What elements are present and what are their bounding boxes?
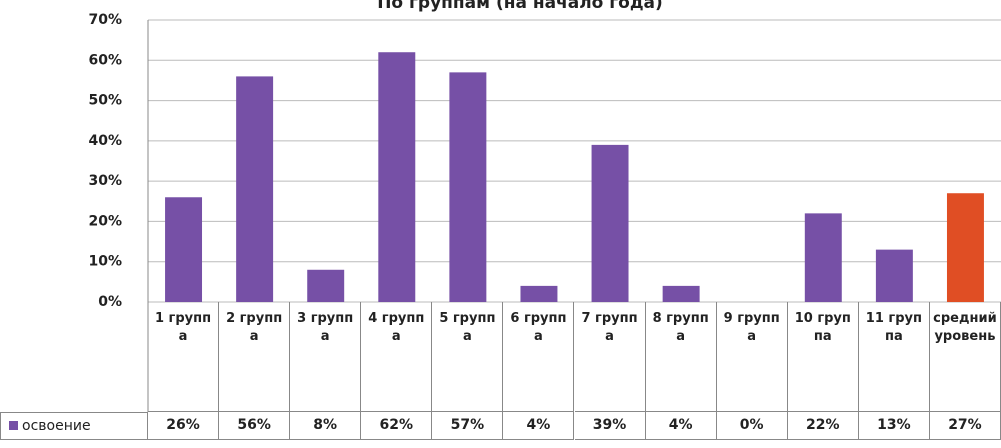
value-label: 0% <box>716 412 788 440</box>
category-label: 8 группа <box>645 302 717 412</box>
y-tick-label: 10% <box>88 254 122 270</box>
bar <box>236 76 274 303</box>
bar <box>804 213 842 302</box>
category-label: 10 группа <box>787 302 859 412</box>
bar <box>662 285 700 302</box>
bar <box>307 269 345 302</box>
legend-swatch <box>9 421 18 430</box>
value-label: 8% <box>290 412 362 440</box>
bar <box>946 193 984 302</box>
category-label: 3 группа <box>290 302 362 412</box>
chart-title: По группам (на начало года) <box>377 0 663 13</box>
value-label: 4% <box>503 412 575 440</box>
bar <box>449 72 487 302</box>
value-label: 57% <box>432 412 504 440</box>
category-label: 11 группа <box>858 302 930 412</box>
bar <box>378 52 416 302</box>
y-tick-label: 0% <box>98 294 122 310</box>
legend-label: освоение <box>22 418 91 434</box>
bar <box>875 249 913 302</box>
y-tick-label: 70% <box>88 12 122 28</box>
category-label: 9 группа <box>716 302 788 412</box>
category-label: 7 группа <box>574 302 646 412</box>
category-label: 1 группа <box>148 302 220 412</box>
bar <box>520 285 558 302</box>
category-label: 5 группа <box>432 302 504 412</box>
value-label: 62% <box>361 412 433 440</box>
y-tick-label: 50% <box>88 93 122 109</box>
bar <box>591 144 629 302</box>
y-tick-label: 20% <box>88 213 122 229</box>
value-label: 56% <box>219 412 291 440</box>
category-label: 2 группа <box>219 302 291 412</box>
category-label: средний уровень <box>929 302 1001 412</box>
y-tick-label: 40% <box>88 133 122 149</box>
category-label: 4 группа <box>361 302 433 412</box>
value-label: 22% <box>787 412 859 440</box>
value-label: 39% <box>574 412 646 440</box>
category-label: 6 группа <box>503 302 575 412</box>
value-label: 13% <box>858 412 930 440</box>
legend: освоение <box>0 412 148 440</box>
value-label: 27% <box>929 412 1001 440</box>
y-tick-label: 30% <box>88 173 122 189</box>
y-tick-label: 60% <box>88 52 122 68</box>
value-label: 4% <box>645 412 717 440</box>
value-label: 26% <box>148 412 220 440</box>
bar <box>165 197 203 302</box>
